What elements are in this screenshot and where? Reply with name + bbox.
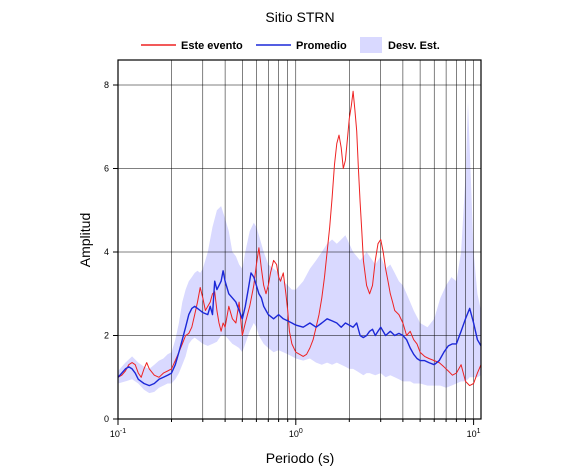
legend-label-promedio: Promedio — [296, 40, 347, 52]
x-tick-exponent: 0 — [299, 428, 303, 435]
legend-swatch-desv-est — [360, 37, 382, 53]
plot-frame — [117, 59, 482, 420]
x-tick-exponent: 1 — [477, 428, 481, 435]
series-line-promedio — [117, 270, 482, 387]
legend-label-este-evento: Este evento — [181, 40, 243, 52]
y-tick-label: 2 — [104, 331, 109, 341]
series-line-este-evento — [117, 90, 482, 387]
std-band-layer — [118, 101, 481, 394]
series-layer — [117, 90, 482, 387]
legend: Este evento Promedio Desv. Est. — [141, 37, 440, 53]
y-tick-label: 8 — [104, 80, 109, 90]
y-axis-label: Amplitud — [77, 213, 93, 267]
std-band-area — [118, 101, 481, 394]
x-tick-base: 10 — [110, 429, 120, 439]
x-tick-label: 100 — [289, 428, 303, 439]
x-tick-label: 101 — [467, 428, 481, 439]
x-tick-label: 10-1 — [110, 428, 126, 439]
y-tick-label: 0 — [104, 414, 109, 424]
y-tick-label: 6 — [104, 164, 109, 174]
chart-title: Sitio STRN — [265, 9, 334, 25]
x-tick-base: 10 — [289, 429, 299, 439]
x-tick-base: 10 — [467, 429, 477, 439]
x-tick-exponent: -1 — [120, 428, 126, 435]
x-axis-label: Periodo (s) — [266, 450, 334, 466]
legend-label-desv-est: Desv. Est. — [388, 40, 440, 52]
y-tick-label: 4 — [104, 247, 109, 257]
